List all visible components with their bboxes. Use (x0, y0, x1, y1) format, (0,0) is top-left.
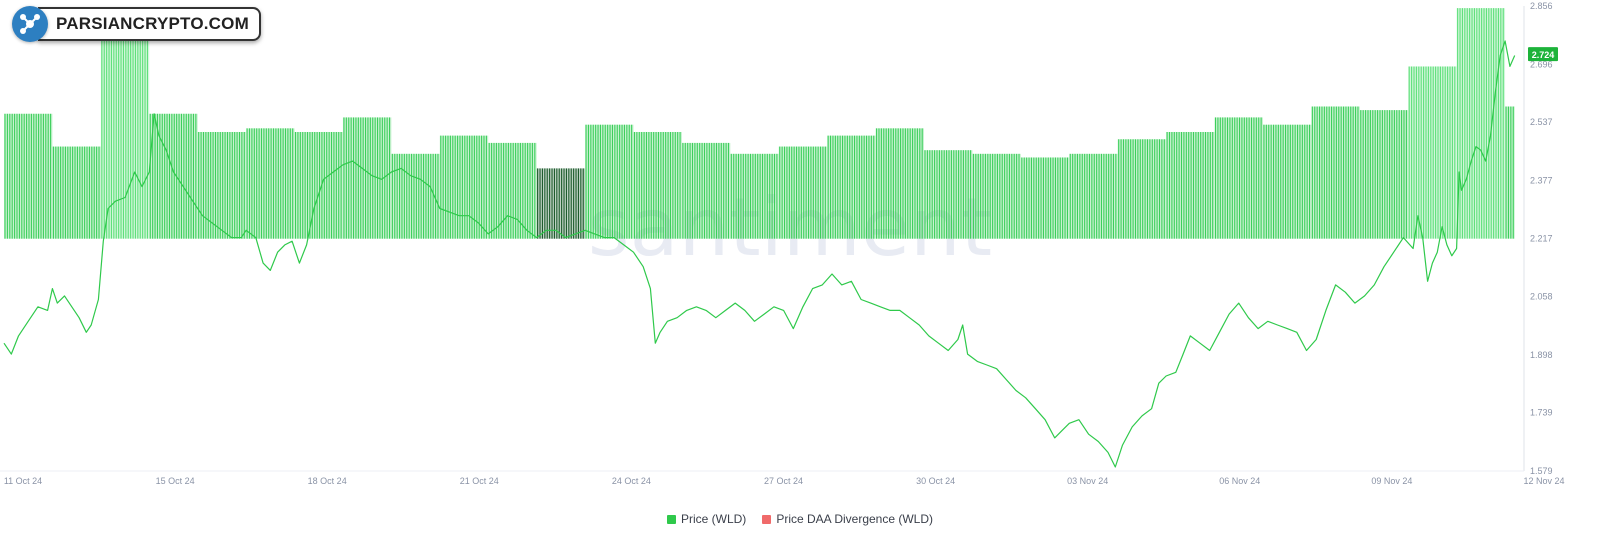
divergence-bar-fill (1359, 110, 1409, 239)
divergence-bar-fill (827, 135, 876, 239)
legend-swatch-price (666, 514, 676, 524)
divergence-bar (972, 153, 1021, 239)
divergence-bar-fill (1505, 106, 1515, 239)
divergence-bar (1214, 117, 1263, 239)
divergence-bar (391, 153, 440, 239)
divergence-bar-fill (1456, 8, 1506, 239)
y-tick-label: 1.579 (1530, 466, 1553, 476)
divergence-bar (488, 142, 537, 239)
divergence-bar (1020, 157, 1070, 239)
x-tick-label: 03 Nov 24 (1067, 476, 1108, 486)
divergence-bar (827, 135, 876, 239)
divergence-bar-fill (1166, 131, 1215, 239)
y-tick-label: 1.898 (1530, 350, 1553, 360)
divergence-bar (778, 146, 828, 239)
legend-item-divergence[interactable]: Price DAA Divergence (WLD) (762, 512, 933, 526)
current-price-label: 2.724 (1532, 50, 1555, 60)
divergence-bar (1117, 139, 1167, 239)
divergence-bar-fill (972, 153, 1021, 239)
y-tick-label: 2.537 (1530, 117, 1553, 127)
divergence-bar-fill (488, 142, 537, 239)
divergence-bar (1456, 8, 1506, 239)
x-tick-label: 09 Nov 24 (1371, 476, 1412, 486)
divergence-bar-fill (1069, 153, 1118, 239)
divergence-bar (1359, 110, 1409, 239)
divergence-bar-fill (4, 113, 53, 239)
divergence-bar (1505, 106, 1515, 239)
divergence-bar-fill (875, 128, 924, 239)
brand-logo-icon (12, 6, 48, 42)
y-tick-label: 2.058 (1530, 292, 1553, 302)
divergence-bar (1311, 106, 1360, 239)
divergence-bar-fill (391, 153, 440, 239)
divergence-bar-fill (246, 128, 295, 239)
x-tick-label: 15 Oct 24 (156, 476, 195, 486)
y-tick-label: 1.739 (1530, 408, 1553, 418)
y-tick-label: 2.377 (1530, 175, 1553, 185)
x-tick-label: 11 Oct 24 (4, 476, 42, 486)
divergence-bar (536, 168, 586, 239)
divergence-bar (197, 131, 247, 239)
divergence-bar-fill (1262, 124, 1312, 239)
divergence-bar (1262, 124, 1312, 239)
divergence-bar-fill (585, 124, 634, 239)
x-tick-label: 18 Oct 24 (308, 476, 347, 486)
x-tick-label: 27 Oct 24 (764, 476, 803, 486)
divergence-bar-fill (1020, 157, 1070, 239)
divergence-bar-fill (633, 131, 682, 239)
divergence-bar-fill (1311, 106, 1360, 239)
divergence-bar (633, 131, 682, 239)
divergence-bar (730, 153, 779, 239)
divergence-bar (294, 131, 343, 239)
chart-legend: Price (WLD) Price DAA Divergence (WLD) (0, 512, 1600, 526)
brand-logo-text: PARSIANCRYPTO.COM (38, 7, 261, 41)
x-tick-label: 06 Nov 24 (1219, 476, 1260, 486)
divergence-bar-fill (149, 113, 198, 239)
current-price-badge (1528, 47, 1558, 62)
divergence-bar (52, 146, 101, 239)
divergence-bar (4, 113, 53, 239)
divergence-bar (439, 135, 489, 239)
x-tick-label: 30 Oct 24 (916, 476, 955, 486)
divergence-bar (924, 150, 973, 239)
divergence-bar (1069, 153, 1118, 239)
x-tick-label: 12 Nov 24 (1523, 476, 1564, 486)
brand-logo[interactable]: PARSIANCRYPTO.COM (12, 6, 261, 42)
divergence-bar (100, 37, 150, 239)
divergence-bar (246, 128, 295, 239)
divergence-bar-fill (681, 142, 731, 239)
x-tick-label: 21 Oct 24 (460, 476, 499, 486)
y-tick-label: 2.696 (1530, 59, 1553, 69)
divergence-bar-fill (1117, 139, 1167, 239)
divergence-bar-fill (536, 168, 586, 239)
y-tick-label: 2.856 (1530, 1, 1553, 11)
divergence-bar-fill (52, 146, 101, 239)
legend-label-divergence: Price DAA Divergence (WLD) (776, 512, 934, 526)
divergence-bar (1166, 131, 1215, 239)
legend-item-price[interactable]: Price (WLD) (666, 512, 747, 526)
divergence-bar-fill (1214, 117, 1263, 239)
divergence-bar-fill (924, 150, 973, 239)
divergence-bar (1408, 66, 1457, 239)
divergence-bar-fill (778, 146, 828, 239)
legend-swatch-divergence (762, 514, 772, 524)
divergence-bar-fill (294, 131, 343, 239)
divergence-bar-fill (439, 135, 489, 239)
y-tick-label: 2.217 (1530, 234, 1553, 244)
x-tick-label: 24 Oct 24 (612, 476, 651, 486)
price-line (3, 40, 1516, 468)
divergence-bar-fill (197, 131, 247, 239)
divergence-bar-fill (1408, 66, 1457, 239)
divergence-bar (149, 113, 198, 239)
divergence-bar (875, 128, 924, 239)
divergence-bar-fill (730, 153, 779, 239)
divergence-bar (585, 124, 634, 239)
divergence-bar (681, 142, 731, 239)
legend-label-price: Price (WLD) (680, 512, 747, 526)
